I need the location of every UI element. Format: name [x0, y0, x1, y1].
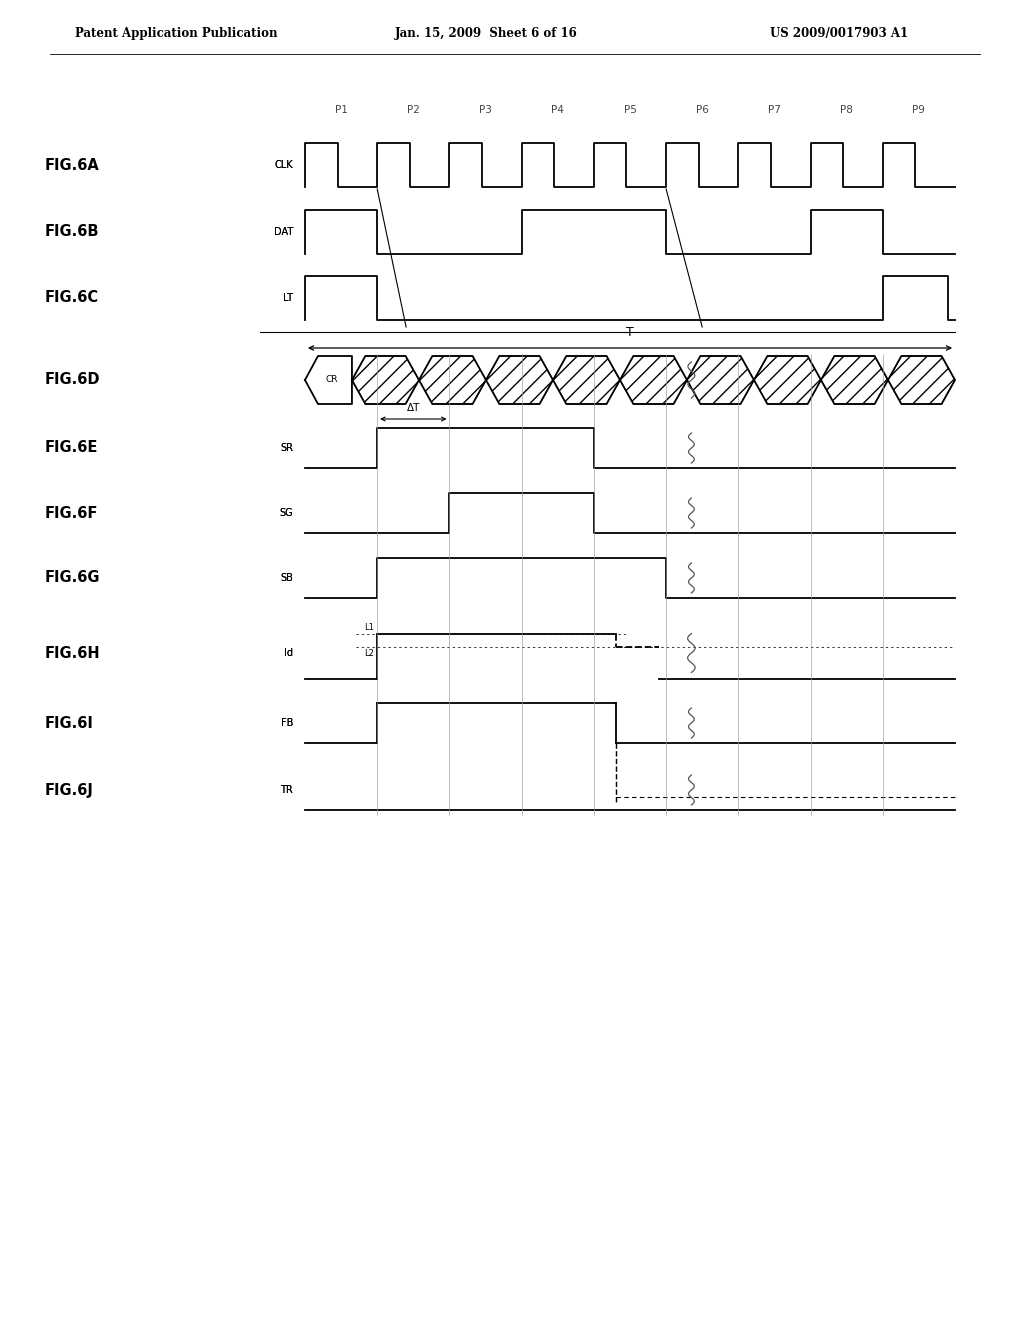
Text: FIG.6J: FIG.6J — [45, 783, 94, 797]
Text: Id: Id — [284, 648, 293, 657]
Text: FB: FB — [281, 718, 293, 729]
Text: Id: Id — [284, 648, 293, 657]
Text: FIG.6B: FIG.6B — [45, 224, 99, 239]
Text: DAT: DAT — [273, 227, 293, 238]
Text: LT: LT — [283, 293, 293, 304]
Text: FIG.6A: FIG.6A — [45, 157, 99, 173]
Text: SB: SB — [281, 573, 293, 583]
Text: FIG.6F: FIG.6F — [45, 506, 98, 520]
Text: LT: LT — [283, 293, 293, 304]
Text: FIG.6E: FIG.6E — [45, 441, 98, 455]
Text: P8: P8 — [841, 106, 853, 115]
Text: CLK: CLK — [274, 160, 293, 170]
Text: Jan. 15, 2009  Sheet 6 of 16: Jan. 15, 2009 Sheet 6 of 16 — [395, 26, 578, 40]
Text: P5: P5 — [624, 106, 637, 115]
Text: L1: L1 — [365, 623, 374, 632]
Text: SG: SG — [280, 508, 293, 517]
Text: DAT: DAT — [273, 227, 293, 238]
Text: ΔT: ΔT — [407, 403, 420, 413]
Text: SG: SG — [280, 508, 293, 517]
Text: FIG.6D: FIG.6D — [45, 372, 100, 388]
Text: P2: P2 — [407, 106, 420, 115]
Text: CLK: CLK — [274, 160, 293, 170]
Text: FIG.6G: FIG.6G — [45, 570, 100, 586]
Text: L2: L2 — [365, 648, 374, 657]
Text: US 2009/0017903 A1: US 2009/0017903 A1 — [770, 26, 908, 40]
Text: FIG.6I: FIG.6I — [45, 715, 94, 730]
Text: T: T — [626, 326, 634, 339]
Text: P3: P3 — [479, 106, 492, 115]
Text: P6: P6 — [695, 106, 709, 115]
Text: FIG.6C: FIG.6C — [45, 290, 99, 305]
Text: P1: P1 — [335, 106, 347, 115]
Text: SR: SR — [280, 444, 293, 453]
Text: FB: FB — [281, 718, 293, 729]
Text: P7: P7 — [768, 106, 781, 115]
Text: P4: P4 — [551, 106, 564, 115]
Text: SR: SR — [280, 444, 293, 453]
Text: SB: SB — [281, 573, 293, 583]
Text: P9: P9 — [912, 106, 926, 115]
Text: FIG.6H: FIG.6H — [45, 645, 100, 660]
Text: TR: TR — [281, 785, 293, 795]
Text: TR: TR — [281, 785, 293, 795]
Text: CR: CR — [326, 375, 339, 384]
Text: Patent Application Publication: Patent Application Publication — [75, 26, 278, 40]
